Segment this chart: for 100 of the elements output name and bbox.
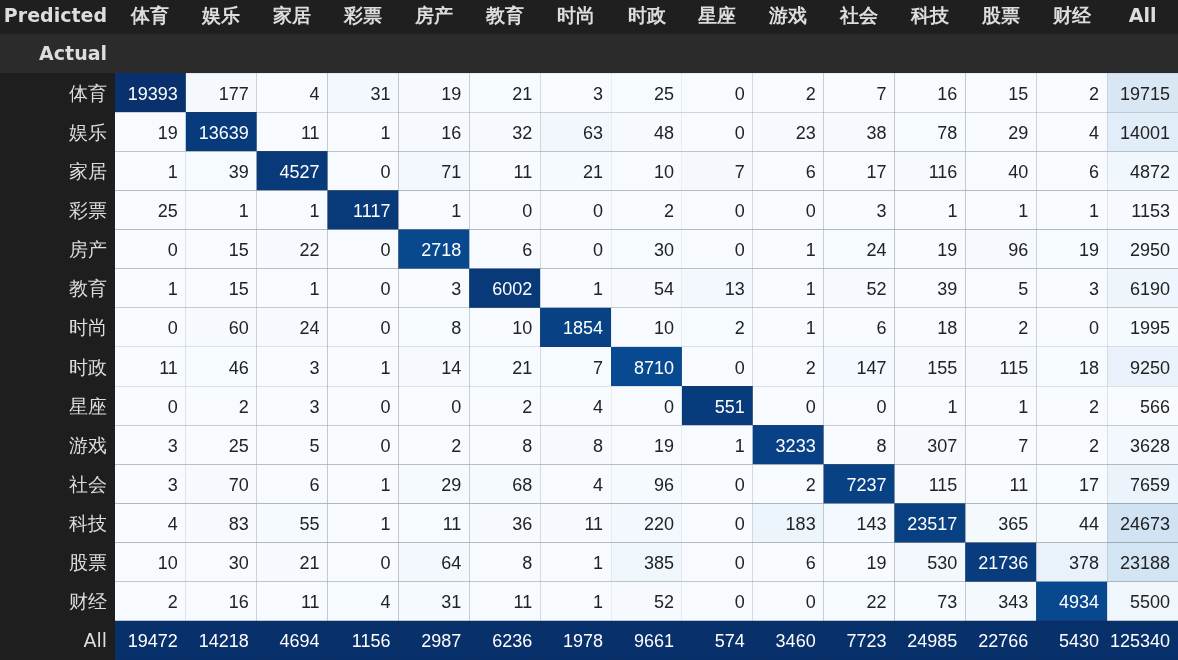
data-label: 96 — [1008, 240, 1029, 261]
data-label: 8 — [876, 435, 887, 456]
data-label: 8 — [593, 435, 604, 456]
data-label: 39 — [228, 161, 249, 182]
data-label: 19 — [653, 435, 674, 456]
data-label: 0 — [734, 240, 745, 261]
data-label: 22 — [299, 240, 320, 261]
data-label: 60 — [228, 318, 249, 339]
data-label: 19393 — [127, 83, 178, 104]
data-label: 566 — [1139, 396, 1170, 417]
data-label: 16 — [937, 83, 958, 104]
data-label: 2 — [522, 396, 533, 417]
data-label: 343 — [998, 592, 1029, 613]
data-label: 2718 — [421, 240, 462, 261]
data-label: 9250 — [1129, 357, 1170, 378]
data-label: 4 — [167, 514, 178, 535]
data-label: 10 — [512, 318, 533, 339]
data-label: 19 — [1079, 240, 1100, 261]
data-label: 177 — [218, 83, 249, 104]
data-label: 3 — [451, 279, 462, 300]
data-label: 530 — [927, 553, 958, 574]
data-label: 36 — [512, 514, 533, 535]
data-label: 21 — [512, 83, 533, 104]
x-tick-label: 娱乐 — [201, 4, 241, 26]
data-label: 0 — [380, 435, 391, 456]
data-label: 64 — [441, 553, 462, 574]
data-label: 0 — [734, 592, 745, 613]
data-label: 0 — [522, 200, 533, 221]
data-label: 2 — [1018, 318, 1029, 339]
data-label: 1 — [380, 514, 391, 535]
data-label: 2 — [238, 396, 249, 417]
y-tick-label: All — [83, 629, 107, 652]
data-label: 2 — [1089, 83, 1100, 104]
data-label: 21 — [299, 553, 320, 574]
data-label: 13639 — [198, 122, 249, 143]
data-label: 19 — [157, 122, 178, 143]
data-label: 8 — [522, 553, 533, 574]
data-label: 10 — [653, 318, 674, 339]
data-label: 11 — [584, 514, 604, 535]
data-label: 1 — [947, 396, 958, 417]
data-label: 1995 — [1129, 318, 1170, 339]
data-label: 1 — [593, 592, 604, 613]
x-tick-label: 科技 — [909, 4, 950, 26]
y-tick-label: 时尚 — [69, 316, 107, 339]
data-label: 39 — [937, 279, 958, 300]
data-label: 29 — [441, 474, 462, 495]
data-label: 11 — [1009, 474, 1029, 495]
data-label: 63 — [583, 122, 604, 143]
data-label: 5430 — [1059, 631, 1100, 652]
data-label: 68 — [512, 474, 533, 495]
data-label: 38 — [866, 122, 887, 143]
data-label: 1 — [805, 240, 816, 261]
y-tick-label: 教育 — [69, 277, 107, 300]
x-tick-label: All — [1128, 4, 1157, 26]
data-label: 3 — [1089, 279, 1100, 300]
data-label: 11 — [159, 357, 178, 378]
data-label: 29 — [1008, 122, 1029, 143]
data-label: 4 — [309, 83, 320, 104]
data-label: 3 — [167, 435, 178, 456]
data-label: 0 — [167, 318, 178, 339]
y-tick-label: 彩票 — [69, 198, 107, 221]
data-label: 2 — [734, 318, 745, 339]
data-label: 1 — [593, 553, 604, 574]
x-tick-label: 房产 — [413, 4, 453, 26]
data-label: 30 — [653, 240, 674, 261]
data-label: 11 — [513, 161, 533, 182]
data-label: 24673 — [1119, 514, 1170, 535]
data-label: 8 — [522, 435, 533, 456]
data-label: 1854 — [563, 318, 604, 339]
x-tick-label: 游戏 — [768, 4, 808, 26]
data-label: 9661 — [633, 631, 674, 652]
data-label: 40 — [1008, 161, 1029, 182]
data-label: 1 — [380, 474, 391, 495]
data-label: 31 — [441, 592, 462, 613]
data-label: 1156 — [351, 631, 391, 652]
data-label: 0 — [380, 318, 391, 339]
data-label: 21736 — [978, 553, 1029, 574]
data-label: 1 — [309, 200, 320, 221]
data-label: 24 — [866, 240, 887, 261]
data-label: 0 — [734, 122, 745, 143]
data-label: 5 — [309, 435, 320, 456]
data-label: 115 — [928, 474, 958, 495]
data-label: 7 — [734, 161, 745, 182]
data-label: 10 — [157, 553, 178, 574]
data-label: 17 — [866, 161, 887, 182]
data-label: 551 — [714, 396, 745, 417]
data-label: 18 — [1079, 357, 1100, 378]
data-label: 11 — [442, 514, 462, 535]
y-tick-label: 游戏 — [69, 433, 107, 456]
data-label: 1 — [167, 161, 178, 182]
data-label: 1 — [380, 357, 391, 378]
data-label: 183 — [785, 514, 816, 535]
data-label: 55 — [299, 514, 320, 535]
data-label: 2987 — [421, 631, 462, 652]
data-label: 7 — [876, 83, 887, 104]
data-label: 0 — [380, 161, 391, 182]
data-label: 18 — [937, 318, 958, 339]
data-label: 0 — [734, 553, 745, 574]
x-tick-label: 财经 — [1051, 4, 1092, 26]
data-label: 0 — [663, 396, 674, 417]
